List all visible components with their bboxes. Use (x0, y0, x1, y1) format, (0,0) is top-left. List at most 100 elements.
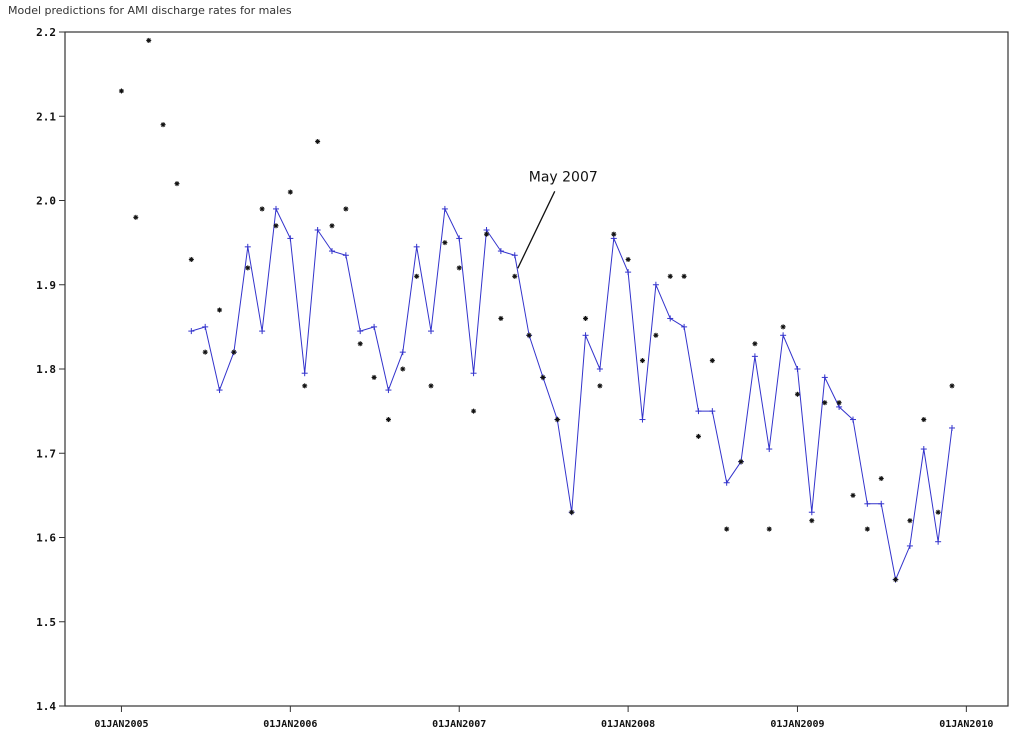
x-tick-label: 01JAN2010 (939, 719, 993, 730)
predicted-point (582, 332, 589, 339)
observed-point (484, 231, 490, 237)
predicted-point (681, 323, 688, 330)
observed-point (653, 332, 659, 338)
observed-point (428, 383, 434, 389)
predicted-point (780, 332, 787, 339)
observed-point (188, 256, 194, 262)
y-tick-label: 1.5 (36, 616, 56, 629)
predicted-point (652, 281, 659, 288)
observed-point (259, 206, 265, 212)
observed-point (442, 240, 448, 246)
predicted-point (949, 424, 956, 431)
observed-point (471, 408, 477, 414)
observed-point (625, 256, 631, 262)
x-tick-label: 01JAN2007 (432, 719, 486, 730)
observed-point (597, 383, 603, 389)
predicted-series (188, 205, 956, 583)
predicted-point (723, 479, 730, 486)
observed-point (850, 492, 856, 498)
observed-point (146, 37, 152, 43)
observed-point (907, 518, 913, 524)
observed-point (794, 391, 800, 397)
predicted-point (244, 243, 251, 250)
observed-point (343, 206, 349, 212)
annotation: May 2007 (517, 169, 598, 269)
predicted-point (766, 446, 773, 453)
predicted-point (849, 416, 856, 423)
observed-point (878, 476, 884, 482)
predicted-point (497, 248, 504, 255)
observed-point (738, 459, 744, 465)
predicted-point (399, 349, 406, 356)
observed-point (371, 374, 377, 380)
observed-point (174, 181, 180, 187)
observed-point (287, 189, 293, 195)
observed-point (385, 417, 391, 423)
predicted-point (470, 370, 477, 377)
observed-series (118, 37, 955, 583)
observed-point (329, 223, 335, 229)
predicted-point (864, 500, 871, 507)
observed-point (639, 358, 645, 364)
y-tick-label: 1.7 (36, 447, 56, 460)
y-tick-label: 1.8 (36, 363, 56, 376)
predicted-point (202, 323, 209, 330)
predicted-point (639, 416, 646, 423)
annotation-label: May 2007 (529, 169, 598, 185)
predicted-point (920, 446, 927, 453)
observed-point (935, 509, 941, 515)
predicted-point (259, 328, 266, 335)
predicted-line (191, 207, 953, 582)
x-tick-label: 01JAN2005 (94, 719, 148, 730)
observed-point (681, 273, 687, 279)
predicted-point (428, 328, 435, 335)
observed-point (498, 315, 504, 321)
y-tick-label: 1.6 (36, 532, 56, 545)
predicted-point (935, 538, 942, 545)
plot-frame (64, 31, 1009, 707)
predicted-point (188, 328, 195, 335)
y-tick-label: 2.1 (36, 110, 56, 123)
predicted-point (596, 366, 603, 372)
y-tick-label: 2.2 (36, 26, 56, 39)
predicted-point (385, 387, 392, 394)
axes (64, 31, 1009, 707)
observed-point (667, 273, 673, 279)
observed-point (569, 509, 575, 515)
observed-point (864, 526, 870, 532)
predicted-point (314, 226, 321, 233)
x-tick-label: 01JAN2009 (770, 719, 824, 730)
observed-point (231, 349, 237, 355)
observed-point (893, 577, 899, 583)
y-tick-label: 2.0 (36, 195, 56, 208)
observed-point (611, 231, 617, 237)
y-tick-label: 1.4 (36, 700, 56, 713)
observed-point (245, 265, 251, 271)
predicted-point (511, 252, 518, 259)
observed-point (752, 341, 758, 347)
x-axis-ticks: 01JAN2005 01JAN2006 01JAN2007 01JAN2008 01JA… (94, 706, 993, 730)
predicted-point (906, 542, 913, 549)
x-tick-label: 01JAN2008 (601, 719, 655, 730)
observed-point (302, 383, 308, 389)
observed-point (217, 307, 223, 313)
predicted-point (456, 235, 463, 242)
observed-point (554, 417, 560, 423)
predicted-point (272, 205, 279, 212)
predicted-point (709, 408, 716, 415)
observed-point (780, 324, 786, 330)
predicted-point (794, 366, 801, 372)
predicted-point (287, 235, 294, 242)
predicted-point (695, 408, 702, 415)
predicted-point (821, 374, 828, 381)
observed-point (273, 223, 279, 229)
observed-point (949, 383, 955, 389)
observed-point (414, 273, 420, 279)
observed-point (160, 122, 166, 128)
predicted-point (413, 243, 420, 250)
predicted-point (216, 387, 223, 394)
predicted-point (625, 269, 632, 276)
observed-point (583, 315, 589, 321)
observed-point (540, 374, 546, 380)
observed-point (357, 341, 363, 347)
